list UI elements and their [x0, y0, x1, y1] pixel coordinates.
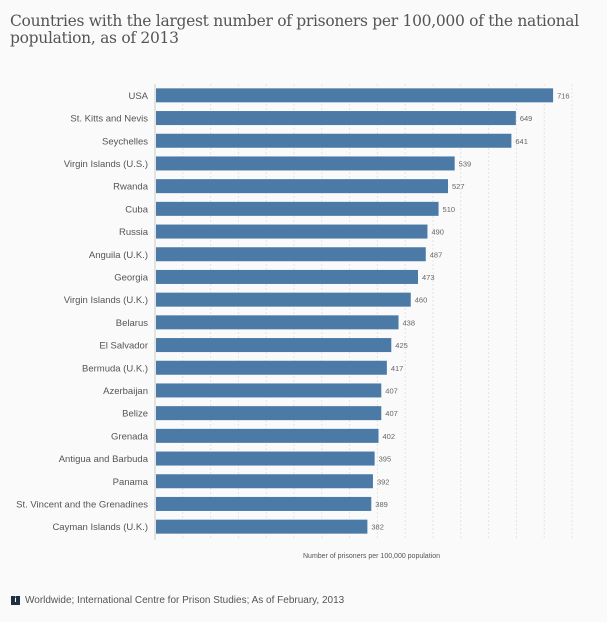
- category-label: Georgia: [114, 272, 149, 283]
- data-label: 382: [371, 523, 384, 532]
- bar: [156, 247, 426, 262]
- source-footer: i Worldwide; International Centre for Pr…: [11, 595, 344, 606]
- category-label: Grenada: [111, 431, 149, 442]
- bar: [156, 179, 449, 194]
- data-label: 395: [379, 455, 392, 464]
- bar: [156, 496, 372, 511]
- data-label: 460: [415, 296, 428, 305]
- category-label: Azerbaijan: [103, 386, 148, 397]
- data-label: 716: [557, 91, 570, 100]
- category-label: Virgin Islands (U.K.): [64, 295, 148, 306]
- bar: [156, 269, 418, 284]
- data-label: 473: [422, 273, 435, 282]
- data-label: 407: [385, 386, 398, 395]
- data-label: 425: [395, 341, 408, 350]
- category-label: Russia: [119, 227, 149, 238]
- data-label: 490: [431, 228, 444, 237]
- data-label: 510: [443, 205, 456, 214]
- data-label: 487: [430, 250, 443, 259]
- data-label: 539: [459, 159, 472, 168]
- bar: [156, 292, 411, 307]
- bar: [156, 224, 428, 239]
- x-axis-label: Number of prisoners per 100,000 populati…: [303, 553, 440, 560]
- bar: [156, 428, 379, 443]
- data-label: 641: [515, 137, 528, 146]
- category-label: Bermuda (U.K.): [82, 363, 148, 374]
- category-label: Antigua and Barbuda: [59, 454, 149, 465]
- source-text: Worldwide; International Centre for Pris…: [25, 595, 345, 606]
- category-label: St. Vincent and the Grenadines: [16, 499, 148, 510]
- bar: [156, 156, 455, 171]
- category-label: Seychelles: [102, 136, 148, 147]
- data-label: 402: [383, 432, 396, 441]
- category-label: Virgin Islands (U.S.): [64, 159, 148, 170]
- bar: [156, 519, 368, 534]
- bar: [156, 451, 375, 466]
- bar: [156, 315, 399, 330]
- bar: [156, 201, 439, 216]
- data-label: 417: [391, 364, 404, 373]
- data-label: 438: [403, 318, 416, 327]
- info-icon[interactable]: i: [11, 596, 20, 605]
- bar: [156, 111, 516, 126]
- bar: [156, 360, 387, 375]
- data-label: 392: [377, 477, 390, 486]
- bar: [156, 88, 554, 103]
- bar: [156, 383, 382, 398]
- category-label: El Salvador: [99, 341, 148, 352]
- category-label: Rwanda: [113, 182, 149, 193]
- bar: [156, 406, 382, 421]
- category-label: Anguila (U.K.): [89, 250, 148, 261]
- category-label: Cayman Islands (U.K.): [52, 522, 148, 533]
- chart-title: Countries with the largest number of pri…: [10, 12, 579, 47]
- category-label: Belarus: [116, 318, 148, 329]
- data-label: 389: [375, 500, 388, 509]
- category-label: Belize: [122, 409, 148, 420]
- category-label: Cuba: [125, 204, 148, 215]
- data-label: 527: [452, 182, 465, 191]
- data-label: 649: [520, 114, 533, 123]
- category-label: USA: [128, 91, 148, 102]
- category-label: St. Kitts and Nevis: [70, 114, 148, 125]
- bar: [156, 474, 373, 489]
- bar: [156, 133, 512, 148]
- category-label: Panama: [113, 477, 149, 488]
- bar: [156, 338, 392, 353]
- data-label: 407: [385, 409, 398, 418]
